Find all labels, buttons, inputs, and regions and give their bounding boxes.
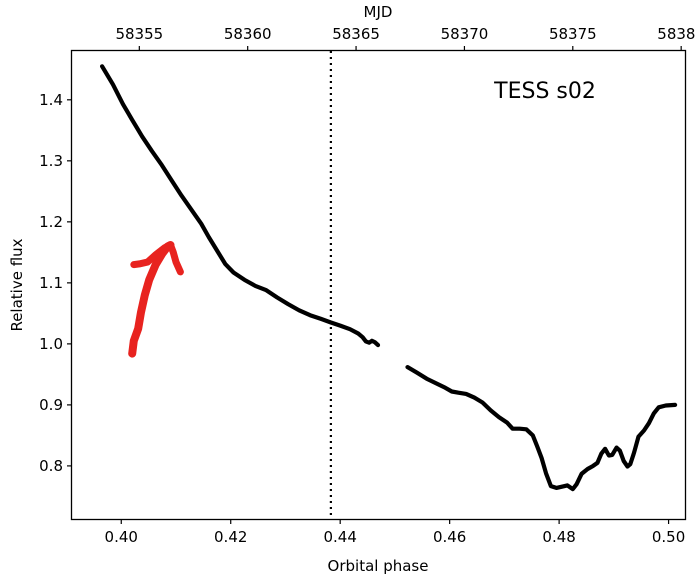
y-tick-label: 1.4 xyxy=(39,91,63,109)
plot-layer xyxy=(99,51,678,519)
light-curve-segment-1 xyxy=(99,64,381,348)
axes-layer: 0.40 0.42 0.44 0.46 0.48 0.50 0.8 0.9 1.0 1.1 1.2 1… xyxy=(39,25,695,546)
top-tick-label: 58370 xyxy=(441,25,489,43)
x-axis-label: Orbital phase xyxy=(328,557,429,575)
top-tick-label: 58365 xyxy=(332,25,380,43)
y-axis-label: Relative flux xyxy=(8,238,26,331)
top-tick-label: 58380 xyxy=(657,25,695,43)
light-curve-segment-2 xyxy=(405,365,678,492)
x-tick-label: 0.42 xyxy=(214,528,247,546)
plot-frame xyxy=(70,49,687,521)
y-tick-label: 1.3 xyxy=(39,152,63,170)
x-tick-label: 0.50 xyxy=(652,528,685,546)
top-axis-label: MJD xyxy=(364,3,393,21)
x-tick-label: 0.46 xyxy=(433,528,466,546)
x-tick-label: 0.40 xyxy=(105,528,138,546)
top-tick-label: 58360 xyxy=(224,25,272,43)
red-arrow-head xyxy=(130,241,184,276)
y-tick-label: 0.9 xyxy=(39,396,63,414)
y-tick-label: 1.0 xyxy=(39,335,63,353)
y-tick-label: 1.2 xyxy=(39,213,63,231)
top-tick-label: 58375 xyxy=(549,25,597,43)
top-tick-label: 58355 xyxy=(115,25,163,43)
y-tick-label: 0.8 xyxy=(39,457,63,475)
x-tick-label: 0.44 xyxy=(323,528,356,546)
panel-annotation: TESS s02 xyxy=(493,79,596,104)
x-tick-label: 0.48 xyxy=(542,528,575,546)
y-tick-label: 1.1 xyxy=(39,274,63,292)
